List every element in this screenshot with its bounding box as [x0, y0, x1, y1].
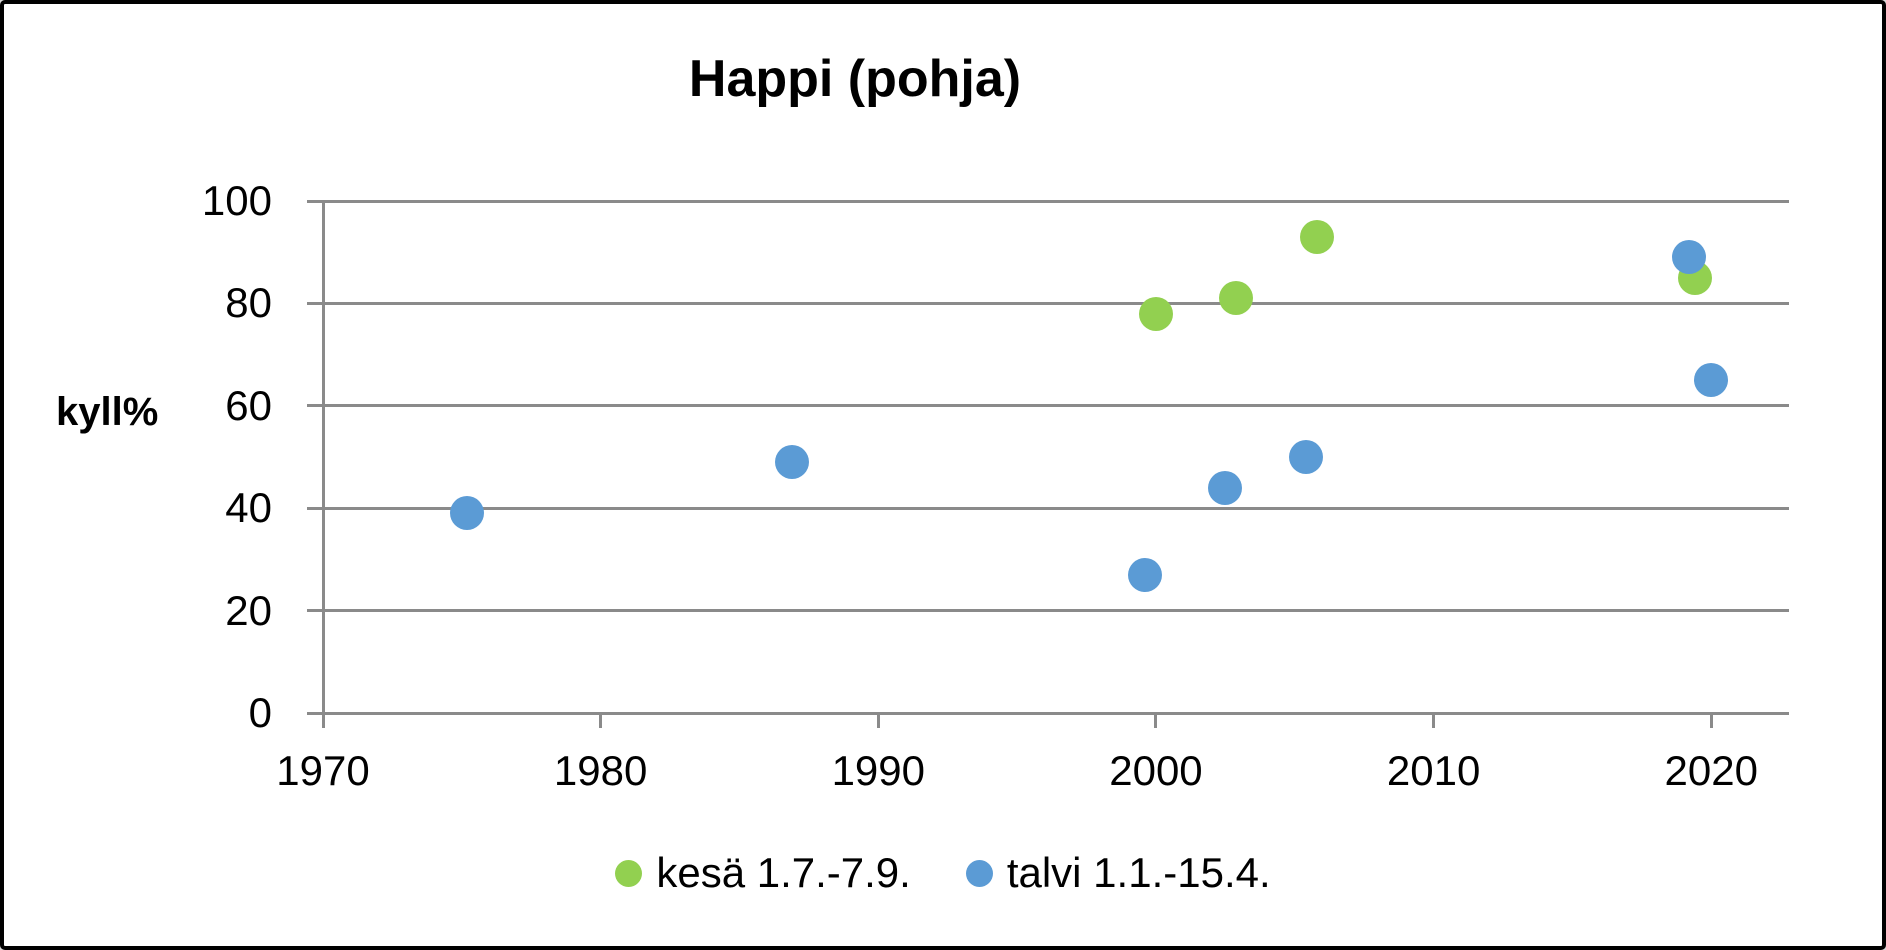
y-tick-label-20: 20 [225, 586, 272, 634]
data-point-series2-0 [450, 496, 485, 531]
data-point-series1-2 [1299, 219, 1334, 254]
x-tick-1970 [321, 713, 325, 728]
data-point-series2-6 [1694, 363, 1729, 398]
x-tick-label-2020: 2020 [1664, 747, 1758, 794]
data-point-series2-2 [1127, 557, 1162, 592]
y-axis-line [321, 201, 325, 728]
gridline-y-60 [307, 404, 1789, 408]
gridline-y-40 [307, 506, 1789, 510]
x-tick-label-1990: 1990 [831, 747, 926, 794]
y-tick-label-60: 60 [225, 381, 272, 429]
data-point-series1-0 [1138, 296, 1173, 331]
data-point-series1-1 [1219, 281, 1254, 316]
x-tick-2010 [1432, 713, 1436, 728]
data-point-series2-4 [1288, 440, 1323, 474]
data-point-series2-5 [1672, 240, 1707, 275]
legend-marker-icon [965, 859, 993, 887]
y-tick-label-40: 40 [225, 484, 272, 532]
x-tick-1990 [876, 713, 880, 728]
y-tick-label-0: 0 [248, 689, 272, 736]
x-tick-2020 [1709, 713, 1713, 728]
x-tick-label-2000: 2000 [1109, 747, 1203, 794]
x-tick-label-1980: 1980 [553, 747, 648, 794]
y-tick-label-100: 100 [201, 177, 272, 224]
x-tick-label-1970: 1970 [276, 747, 370, 794]
legend-item-series1: kesä 1.7.-7.9. [615, 849, 911, 896]
x-tick-2000 [1154, 713, 1158, 728]
x-tick-1980 [599, 713, 603, 728]
chart-title: Happi (pohja) [688, 50, 1022, 108]
gridline-y-0 [307, 711, 1789, 715]
data-point-series2-1 [775, 445, 810, 480]
gridline-y-20 [307, 609, 1789, 613]
gridline-y-100 [307, 199, 1789, 203]
legend-label: kesä 1.7.-7.9. [656, 849, 911, 896]
legend-label: talvi 1.1.-15.4. [1006, 849, 1271, 896]
legend-item-series2: talvi 1.1.-15.4. [965, 849, 1271, 896]
legend-marker-icon [615, 859, 643, 887]
x-tick-label-2010: 2010 [1386, 747, 1481, 794]
data-point-series2-3 [1208, 470, 1243, 505]
gridline-y-80 [307, 301, 1789, 305]
chart-legend: kesä 1.7.-7.9. talvi 1.1.-15.4. [4, 849, 1882, 896]
y-axis-title: kyll% [56, 390, 159, 434]
y-tick-label-80: 80 [225, 279, 272, 327]
